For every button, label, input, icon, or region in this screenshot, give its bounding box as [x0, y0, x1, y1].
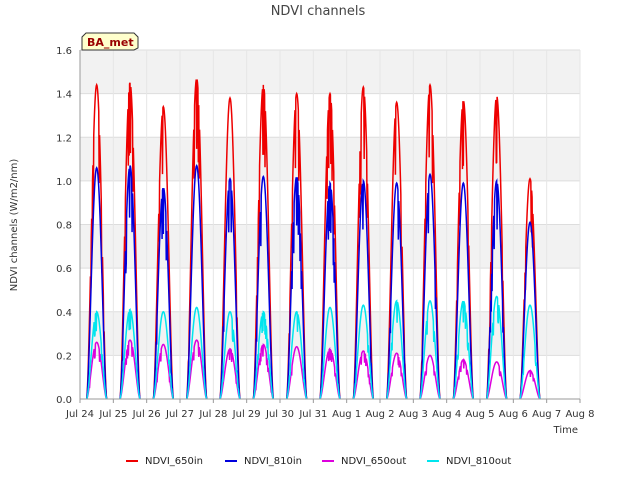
series-peak: [86, 341, 108, 400]
y-tick-labels: 0.0 0.2 0.4 0.6 0.8 1.0 1.2 1.4 1.6: [56, 46, 72, 406]
x-tick-label: Aug 2: [365, 409, 394, 420]
series-peak: [319, 180, 341, 400]
axes: [79, 50, 580, 400]
y-tick-label: 0.2: [56, 351, 72, 362]
series-peak: [186, 339, 208, 400]
site-badge: BA_met: [81, 32, 139, 51]
series-peak: [185, 163, 208, 400]
series-peak: [419, 82, 441, 400]
legend-label: NDVI_650in: [145, 456, 203, 467]
series-peak: [252, 343, 274, 400]
series-peak: [452, 101, 475, 400]
series-peak: [285, 310, 308, 400]
y-tick-label: 0.6: [56, 264, 72, 275]
series-peak: [119, 82, 141, 400]
series-peak: [85, 82, 108, 400]
y-tick-label: 1.6: [56, 46, 72, 57]
series-peak: [519, 221, 541, 400]
series-peak: [252, 174, 275, 400]
y-tick-label: 0.8: [56, 221, 72, 232]
series-peak: [219, 347, 241, 400]
x-tick-label: Jul 26: [132, 409, 161, 420]
x-tick-label: Jul 29: [232, 409, 261, 420]
series-peak: [152, 343, 174, 400]
x-tick-label: Jul 24: [65, 409, 94, 420]
series-peak: [386, 352, 408, 400]
x-tick-label: Aug 1: [332, 409, 361, 420]
legend-label: NDVI_650out: [341, 456, 406, 467]
x-tick-label: Aug 6: [499, 409, 528, 420]
y-tick-label: 1.2: [56, 133, 72, 144]
series-peak: [152, 104, 175, 400]
series-peak: [319, 346, 341, 400]
x-tick-label: Jul 31: [298, 409, 327, 420]
series-peak: [519, 369, 541, 400]
series-peak: [185, 79, 208, 400]
legend-item-NDVI_650out: NDVI_650out: [322, 456, 406, 467]
series-peak: [452, 357, 474, 400]
y-axis-label: NDVI channels (W/m2/nm): [9, 159, 20, 292]
site-badge-label: BA_met: [87, 36, 134, 49]
x-tick-labels: Jul 24 Jul 25 Jul 26 Jul 27 Jul 28 Jul 29 Jul …: [65, 399, 595, 420]
series-peak: [319, 306, 341, 400]
x-tick-label: Aug 7: [532, 409, 561, 420]
series-peak: [85, 310, 108, 400]
legend-label: NDVI_810out: [446, 456, 511, 467]
series-peak: [352, 178, 375, 400]
legend: NDVI_650in NDVI_810in NDVI_650out NDVI_810o…: [126, 456, 511, 467]
series-peak: [452, 300, 475, 400]
series-peak: [385, 100, 408, 400]
series-peak: [152, 187, 175, 400]
series-peak: [85, 166, 108, 400]
series-peak: [385, 299, 408, 400]
series-peak: [185, 306, 208, 400]
legend-label: NDVI_810in: [244, 456, 302, 467]
series-peak: [119, 165, 141, 400]
series-peak: [252, 310, 275, 400]
x-axis-label: Time: [553, 425, 578, 436]
series-peak: [519, 304, 541, 400]
x-tick-label: Jul 30: [265, 409, 294, 420]
series-peak: [419, 299, 441, 400]
series-peak: [285, 91, 308, 400]
series-peak: [319, 91, 341, 400]
series-peak: [485, 295, 508, 400]
x-tick-label: Jul 27: [165, 409, 194, 420]
series-peak: [152, 310, 175, 400]
series-peak: [452, 181, 475, 400]
series-peak: [385, 181, 408, 400]
chart-title: NDVI channels: [271, 4, 366, 19]
y-tick-label: 1.4: [56, 90, 72, 101]
series-peak: [352, 304, 375, 400]
series-peak: [285, 177, 308, 400]
y-tick-label: 0.0: [56, 395, 72, 406]
series-peak: [219, 177, 241, 400]
series-peak: [219, 310, 241, 400]
x-tick-label: Aug 8: [565, 409, 594, 420]
series-peak: [252, 84, 275, 400]
legend-item-NDVI_810out: NDVI_810out: [427, 456, 511, 467]
series-peak: [419, 354, 441, 400]
series-peak: [419, 172, 441, 400]
x-tick-label: Aug 5: [465, 409, 494, 420]
series-peak: [119, 339, 141, 400]
y-tick-label: 1.0: [56, 177, 72, 188]
series-peak: [352, 350, 374, 400]
series-peak: [486, 361, 508, 400]
legend-item-NDVI_810in: NDVI_810in: [225, 456, 302, 467]
series-peak: [485, 178, 508, 400]
x-tick-label: Jul 25: [98, 409, 127, 420]
plot-band: [80, 50, 580, 94]
series-peak: [352, 85, 375, 400]
series-peak: [119, 308, 141, 400]
x-tick-label: Aug 3: [399, 409, 428, 420]
x-tick-label: Aug 4: [432, 409, 461, 420]
y-tick-label: 0.4: [56, 308, 72, 319]
x-tick-label: Jul 28: [198, 409, 227, 420]
series-NDVI_810in: [85, 163, 541, 400]
legend-item-NDVI_650in: NDVI_650in: [126, 456, 203, 467]
